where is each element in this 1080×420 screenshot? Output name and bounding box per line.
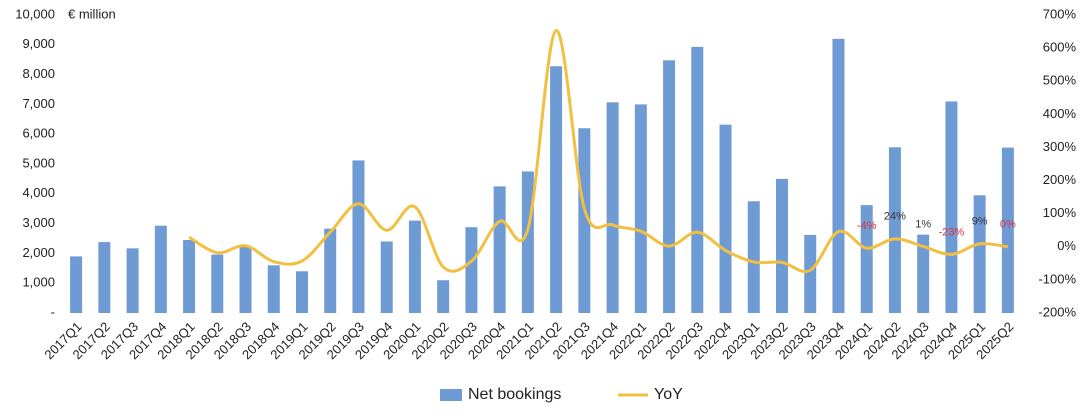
data-label: -4%	[857, 220, 877, 232]
line	[188, 29, 1009, 273]
bar	[634, 104, 647, 314]
bar	[888, 147, 901, 313]
y-tick-label: 3,000	[22, 215, 55, 230]
y2-tick-label: 0%	[1057, 238, 1076, 253]
bar	[408, 220, 421, 313]
data-label: 0%	[1000, 219, 1016, 231]
y-tick-label: 7,000	[22, 96, 55, 111]
bar	[663, 60, 676, 313]
bar	[1001, 147, 1014, 313]
legend-label: YoY	[654, 386, 683, 403]
bar	[211, 254, 224, 313]
legend-swatch	[440, 389, 462, 401]
y-tick-label: 2,000	[22, 245, 55, 260]
y2-tick-label: -100%	[1038, 271, 1076, 286]
data-label: 24%	[884, 211, 906, 223]
bar	[239, 246, 252, 313]
bar	[70, 256, 83, 313]
bar	[550, 66, 563, 313]
y-tick-label: 6,000	[22, 126, 55, 141]
bar	[606, 102, 619, 314]
bar	[324, 228, 337, 313]
bar	[578, 128, 591, 313]
y-tick-label: -	[51, 304, 55, 319]
bar	[804, 234, 817, 313]
bar	[521, 171, 534, 313]
bar	[296, 271, 308, 313]
bar	[98, 242, 111, 313]
y2-tick-label: -200%	[1038, 304, 1076, 319]
bar	[352, 160, 365, 313]
data-label: -23%	[939, 226, 965, 238]
bar	[465, 227, 478, 313]
bar	[154, 225, 167, 313]
y-tick-label: 4,000	[22, 185, 55, 200]
y-tick-label: 8,000	[22, 66, 55, 81]
y-tick-label: 5,000	[22, 155, 55, 170]
bar	[973, 195, 986, 313]
bar	[126, 248, 139, 313]
data-label: 1%	[915, 218, 931, 230]
bar	[945, 101, 958, 313]
y2-tick-label: 500%	[1043, 73, 1077, 88]
y2-tick-label: 200%	[1043, 172, 1077, 187]
bar	[380, 241, 393, 313]
bar	[183, 239, 196, 313]
y-tick-label: 10,000	[15, 6, 55, 21]
y2-tick-label: 300%	[1043, 139, 1077, 154]
bar	[691, 46, 704, 314]
y2-tick-label: 700%	[1043, 6, 1077, 21]
bar	[437, 280, 450, 313]
bar	[776, 178, 788, 313]
y2-tick-label: 600%	[1043, 40, 1077, 55]
bar	[917, 234, 930, 313]
unit-label: € million	[68, 6, 116, 21]
y2-tick-label: 100%	[1043, 205, 1077, 220]
bar	[832, 38, 845, 314]
y-tick-label: 1,000	[22, 275, 55, 290]
bar	[719, 124, 732, 313]
bar	[747, 201, 760, 313]
bar	[493, 186, 506, 313]
y2-tick-label: 400%	[1043, 106, 1077, 121]
y-tick-label: 9,000	[22, 36, 55, 51]
bar	[860, 205, 873, 313]
bar	[267, 265, 280, 313]
legend-label: Net bookings	[468, 386, 561, 403]
data-label: 9%	[972, 216, 988, 228]
